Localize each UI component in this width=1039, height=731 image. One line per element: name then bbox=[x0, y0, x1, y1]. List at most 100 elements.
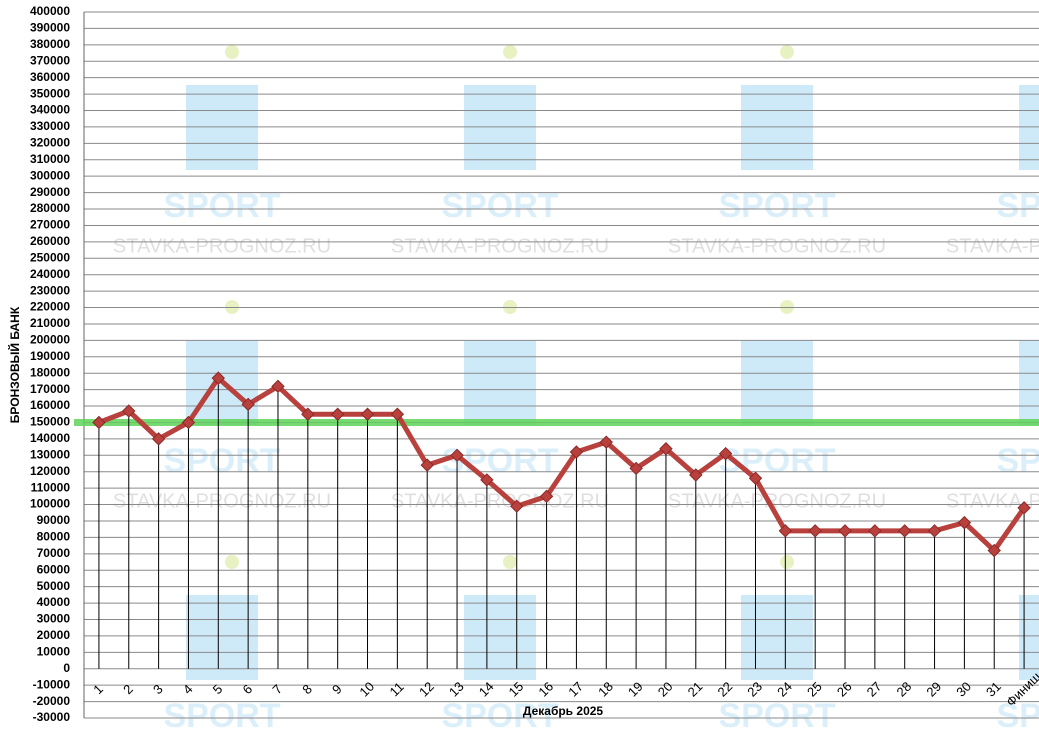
y-tick-label: 150000 bbox=[30, 415, 70, 429]
y-tick-label: 210000 bbox=[30, 316, 70, 330]
watermark-ball bbox=[225, 300, 239, 314]
y-tick-label: -10000 bbox=[33, 677, 71, 691]
x-tick-label: 5 bbox=[210, 681, 226, 697]
watermark-logo bbox=[464, 85, 536, 170]
y-tick-label: -20000 bbox=[33, 694, 71, 708]
watermark-ball bbox=[780, 45, 794, 59]
data-point bbox=[211, 371, 226, 385]
watermark-ball bbox=[780, 555, 794, 569]
data-point bbox=[659, 442, 673, 456]
y-tick-label: 320000 bbox=[30, 136, 70, 150]
data-point bbox=[599, 435, 613, 449]
y-tick-label: 140000 bbox=[30, 431, 70, 445]
watermark-text: SPORT bbox=[441, 697, 558, 731]
x-tick-label: 29 bbox=[923, 679, 944, 700]
data-point bbox=[539, 489, 554, 504]
watermark-ball bbox=[225, 555, 239, 569]
x-tick-label: 3 bbox=[150, 681, 166, 697]
watermark-ball bbox=[503, 45, 517, 59]
y-tick-label: 300000 bbox=[30, 168, 70, 182]
x-tick-label: 11 bbox=[387, 679, 407, 699]
y-tick-label: 0 bbox=[63, 661, 70, 675]
watermark-ball bbox=[780, 300, 794, 314]
data-point bbox=[301, 407, 315, 421]
watermark-ball bbox=[503, 300, 517, 314]
data-point bbox=[897, 524, 912, 538]
y-tick-label: 350000 bbox=[30, 86, 70, 100]
data-point bbox=[92, 415, 106, 430]
y-tick-label: 160000 bbox=[30, 398, 70, 412]
y-tick-label: 190000 bbox=[30, 349, 70, 363]
watermark-logo bbox=[186, 595, 258, 680]
watermark-logo bbox=[1019, 85, 1039, 170]
y-tick-label: 400000 bbox=[30, 4, 70, 18]
y-tick-label: 180000 bbox=[30, 365, 70, 379]
watermark-text: STAVKA-PROGNOZ.RU bbox=[668, 490, 886, 512]
y-tick-label: 250000 bbox=[30, 250, 70, 264]
y-tick-label: 70000 bbox=[37, 546, 71, 560]
x-tick-label: 28 bbox=[894, 679, 915, 700]
x-tick-label: 26 bbox=[834, 679, 855, 700]
y-tick-label: 370000 bbox=[30, 53, 70, 67]
watermark-text: STAVKA-PROGNOZ.RU bbox=[113, 235, 331, 257]
y-tick-label: 120000 bbox=[30, 464, 70, 478]
y-tick-label: 280000 bbox=[30, 201, 70, 215]
y-tick-label: 60000 bbox=[37, 562, 71, 576]
x-tick-label: 17 bbox=[565, 679, 586, 700]
y-tick-label: 390000 bbox=[30, 21, 70, 35]
x-tick-label: 9 bbox=[329, 681, 345, 697]
x-tick-label: 12 bbox=[416, 679, 437, 700]
watermark-logo bbox=[741, 340, 813, 425]
x-tick-label: 30 bbox=[953, 679, 974, 700]
y-tick-label: 270000 bbox=[30, 218, 70, 232]
data-point bbox=[450, 448, 464, 463]
watermark-logo bbox=[186, 85, 258, 170]
watermark-logo bbox=[464, 340, 536, 425]
watermark-logo bbox=[464, 595, 536, 680]
x-tick-label: 19 bbox=[625, 679, 646, 700]
data-point bbox=[510, 499, 524, 513]
data-point bbox=[122, 404, 136, 418]
y-tick-label: 340000 bbox=[30, 103, 70, 117]
data-point bbox=[480, 473, 494, 487]
data-point bbox=[629, 461, 643, 476]
data-point bbox=[1017, 501, 1031, 515]
watermark-text: SPORT bbox=[996, 697, 1039, 731]
watermark-text: STAVKA-PROGNOZ.RU bbox=[946, 235, 1039, 257]
watermark-text: SPORT bbox=[996, 442, 1039, 480]
x-tick-label: 10 bbox=[356, 679, 377, 700]
data-point bbox=[689, 468, 703, 482]
watermark-ball bbox=[225, 45, 239, 59]
watermark-logo bbox=[1019, 340, 1039, 425]
y-tick-label: 80000 bbox=[37, 530, 71, 544]
watermark-text: SPORT bbox=[718, 187, 835, 225]
y-tick-label: 110000 bbox=[31, 480, 71, 494]
data-point bbox=[927, 524, 942, 538]
data-point bbox=[718, 446, 733, 461]
data-point bbox=[271, 379, 285, 394]
data-point bbox=[808, 524, 822, 538]
data-point bbox=[778, 524, 793, 538]
watermark-layer: SPORT STAVKA-PROGNOZ.RU SPORT STAVKA-PROGNO… bbox=[113, 45, 1039, 731]
watermark-text: SPORT bbox=[441, 442, 558, 480]
y-tick-label: 240000 bbox=[30, 267, 70, 281]
watermark-logo bbox=[1019, 595, 1039, 680]
y-tick-label: 170000 bbox=[30, 382, 70, 396]
y-tick-label: 20000 bbox=[37, 628, 71, 642]
y-tick-label: 100000 bbox=[30, 497, 70, 511]
y-tick-label: 30000 bbox=[37, 612, 71, 626]
watermark-text: STAVKA-PROGNOZ.RU bbox=[391, 235, 609, 257]
data-point bbox=[241, 397, 255, 412]
data-point bbox=[748, 471, 763, 485]
data-point bbox=[360, 407, 375, 421]
y-tick-label: 130000 bbox=[30, 447, 70, 461]
data-point bbox=[330, 407, 345, 421]
y-tick-label: 290000 bbox=[30, 185, 70, 199]
watermark-text: SPORT bbox=[718, 697, 835, 731]
x-tick-label: 1 bbox=[90, 681, 106, 697]
watermark-text: STAVKA-PROGNOZ.RU bbox=[391, 490, 609, 512]
data-point bbox=[838, 524, 852, 538]
x-tick-label: 4 bbox=[180, 681, 196, 697]
x-tick-label: 7 bbox=[269, 681, 285, 697]
